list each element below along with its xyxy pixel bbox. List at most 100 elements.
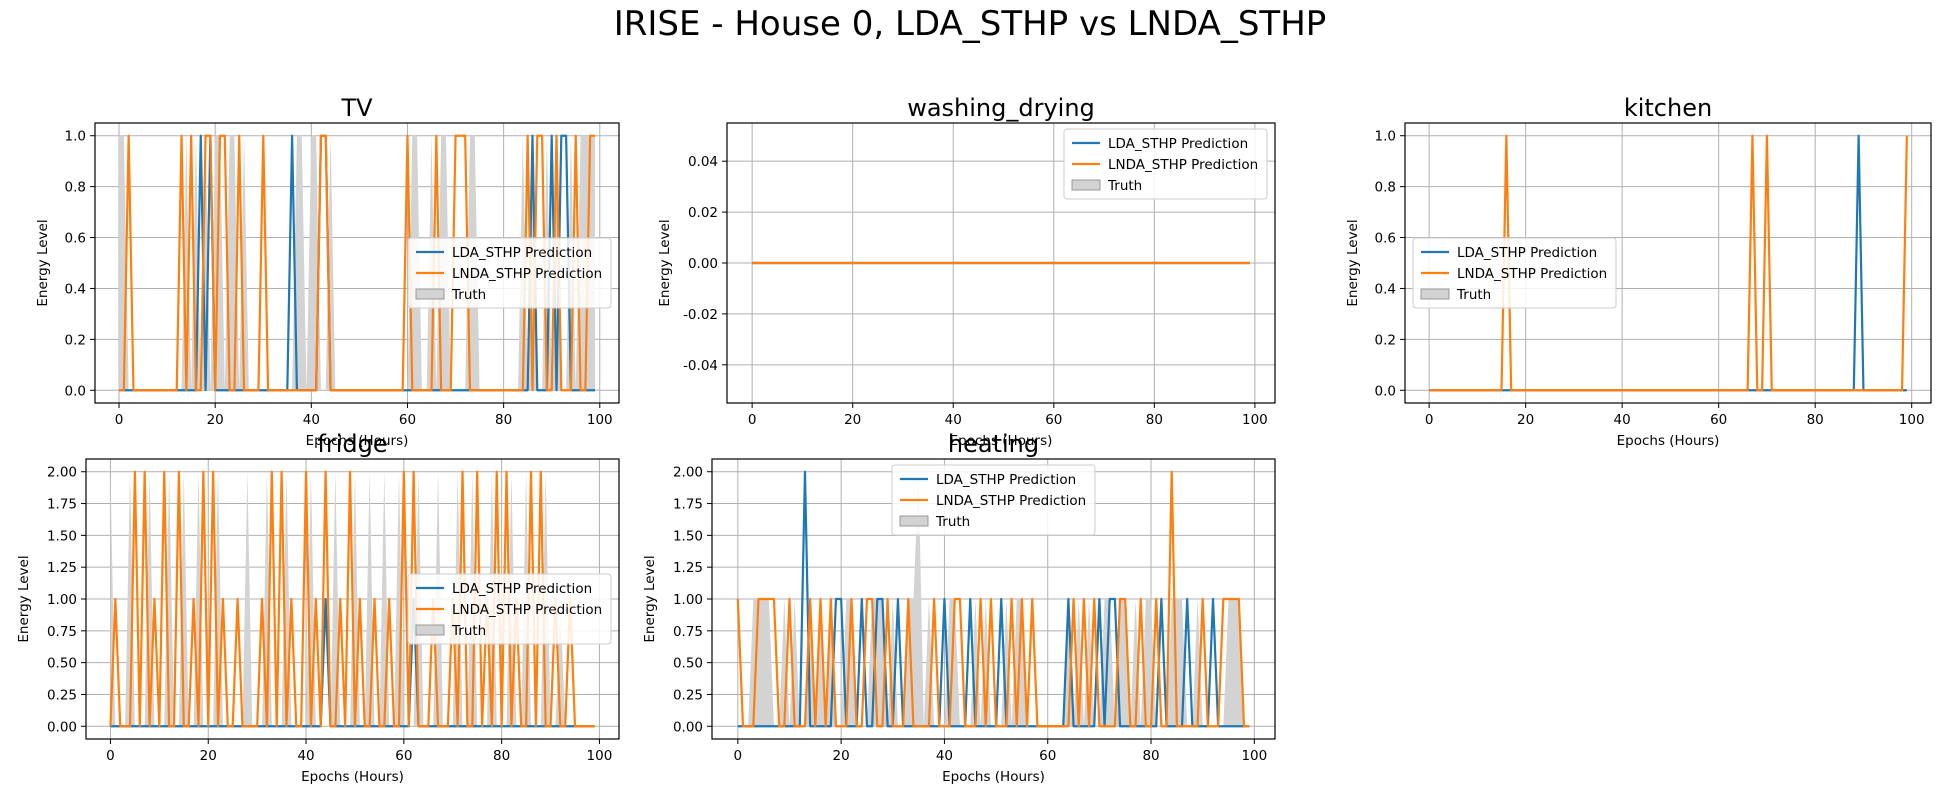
plot-area xyxy=(736,470,1250,728)
y-tick-label: 2.00 xyxy=(47,465,77,481)
y-axis-label: Energy Level xyxy=(657,219,673,306)
y-tick-label: 0.00 xyxy=(688,256,718,272)
y-tick-label: 0.75 xyxy=(673,624,703,640)
lnda-prediction-line xyxy=(109,470,595,728)
legend-label: LDA_STHP Prediction xyxy=(1108,136,1248,152)
y-tick-label: 0.04 xyxy=(688,154,718,170)
legend-label: LDA_STHP Prediction xyxy=(1457,245,1597,261)
legend-label: Truth xyxy=(1107,178,1142,194)
y-tick-label: 0.0 xyxy=(65,383,86,399)
x-tick-label: 100 xyxy=(1241,748,1267,764)
y-tick-label: 0.8 xyxy=(1375,180,1396,196)
x-tick-label: 0 xyxy=(734,748,743,764)
x-tick-label: 20 xyxy=(844,412,861,428)
x-tick-label: 80 xyxy=(1807,412,1824,428)
x-tick-label: 80 xyxy=(495,412,512,428)
y-tick-label: 0.2 xyxy=(65,332,86,348)
legend-swatch-truth xyxy=(415,288,445,300)
x-tick-label: 20 xyxy=(207,412,224,428)
legend-swatch-truth xyxy=(1420,288,1450,300)
y-tick-label: 0.75 xyxy=(47,624,77,640)
legend-label: Truth xyxy=(451,623,486,639)
subplot-title: heating xyxy=(948,430,1039,458)
x-axis-label: Epochs (Hours) xyxy=(1617,433,1720,449)
subplot-grid: 0 20 40 60 80 100 0.0 0.2 0.4 0.6 0.8 1.0 TV Epochs (… xyxy=(16,94,1932,785)
y-axis-label: Energy Level xyxy=(35,219,51,306)
subplot-fridge: 0 20 40 60 80 100 0.00 0.25 0.50 0.75 1.00 1.25 1.50… xyxy=(16,430,620,785)
subplot-heating: 0 20 40 60 80 100 0.00 0.25 0.50 0.75 1.00 1.25 1.50… xyxy=(642,430,1276,785)
y-tick-label: 0.4 xyxy=(65,281,86,297)
legend-label: LDA_STHP Prediction xyxy=(452,245,592,261)
y-tick-label: 1.00 xyxy=(673,592,703,608)
x-tick-label: 60 xyxy=(1045,412,1062,428)
legend-swatch-truth xyxy=(1071,179,1101,191)
y-tick-label: 0.2 xyxy=(1375,332,1396,348)
y-tick-label: 1.25 xyxy=(673,560,703,576)
x-tick-label: 20 xyxy=(1517,412,1534,428)
y-tick-label: 0.8 xyxy=(65,180,86,196)
lnda-prediction-line xyxy=(119,134,595,392)
y-tick-label: 1.0 xyxy=(65,129,86,145)
legend-label: LDA_STHP Prediction xyxy=(936,472,1076,488)
x-tick-label: 0 xyxy=(106,748,115,764)
legend: LDA_STHP Prediction LNDA_STHP Prediction T… xyxy=(1412,237,1617,309)
subplot-kitchen: 0 20 40 60 80 100 0.0 0.2 0.4 0.6 0.8 1.0 kitchen Epo… xyxy=(1345,94,1932,449)
legend-label: Truth xyxy=(451,287,486,303)
figure-title: IRISE - House 0, LDA_STHP vs LNDA_STHP xyxy=(614,4,1327,44)
x-tick-label: 0 xyxy=(1425,412,1434,428)
subplot-washing-drying: 0 20 40 60 80 100 -0.04 -0.02 0.00 0.02 0.04 washin… xyxy=(657,94,1276,449)
y-tick-label: 0.0 xyxy=(1375,383,1396,399)
y-tick-label: 1.25 xyxy=(47,560,77,576)
subplot-tv: 0 20 40 60 80 100 0.0 0.2 0.4 0.6 0.8 1.0 TV Epochs (… xyxy=(35,94,620,449)
subplot-title: washing_drying xyxy=(907,94,1095,122)
legend-box xyxy=(1412,237,1617,309)
legend-label: Truth xyxy=(935,514,970,530)
legend-label: LNDA_STHP Prediction xyxy=(936,493,1086,509)
subplot-title: fridge xyxy=(317,430,387,458)
legend-box xyxy=(1063,128,1268,200)
legend: LDA_STHP Prediction LNDA_STHP Prediction T… xyxy=(407,573,612,645)
legend-label: LDA_STHP Prediction xyxy=(452,581,592,597)
y-tick-label: 0.00 xyxy=(673,719,703,735)
legend-label: LNDA_STHP Prediction xyxy=(1108,157,1258,173)
y-tick-label: 0.6 xyxy=(65,231,86,247)
legend: LDA_STHP Prediction LNDA_STHP Prediction T… xyxy=(1063,128,1268,200)
y-tick-label: 1.75 xyxy=(47,497,77,513)
x-tick-label: 60 xyxy=(399,412,416,428)
x-tick-label: 100 xyxy=(1899,412,1925,428)
y-tick-label: 2.00 xyxy=(673,465,703,481)
y-axis-label: Energy Level xyxy=(1345,219,1361,306)
x-axis-label: Epochs (Hours) xyxy=(306,433,409,449)
legend-label: LNDA_STHP Prediction xyxy=(452,266,602,282)
y-tick-label: 1.00 xyxy=(47,592,77,608)
axes-frame xyxy=(1404,122,1932,404)
x-tick-label: 20 xyxy=(200,748,217,764)
x-tick-label: 60 xyxy=(1039,748,1056,764)
legend: LDA_STHP Prediction LNDA_STHP Prediction T… xyxy=(407,237,612,309)
legend-label: LNDA_STHP Prediction xyxy=(452,602,602,618)
legend-box xyxy=(891,464,1096,536)
truth-area xyxy=(119,135,595,391)
x-tick-label: 0 xyxy=(748,412,757,428)
x-axis-label: Epochs (Hours) xyxy=(301,769,404,785)
y-tick-label: 0.4 xyxy=(1375,281,1396,297)
lda-prediction-line xyxy=(737,470,1250,728)
y-tick-label: 1.0 xyxy=(1375,129,1396,145)
x-tick-label: 40 xyxy=(297,748,314,764)
y-tick-label: 0.00 xyxy=(47,719,77,735)
x-tick-label: 100 xyxy=(587,412,613,428)
subplot-title: TV xyxy=(340,94,373,122)
y-tick-label: 1.50 xyxy=(47,528,77,544)
y-tick-label: 0.50 xyxy=(673,656,703,672)
x-tick-label: 80 xyxy=(1142,748,1159,764)
x-tick-label: 20 xyxy=(833,748,850,764)
y-tick-label: 0.50 xyxy=(47,656,77,672)
legend-box xyxy=(407,573,612,645)
y-tick-label: 0.25 xyxy=(673,687,703,703)
y-tick-label: 0.02 xyxy=(688,205,718,221)
y-tick-label: -0.02 xyxy=(683,307,718,323)
x-tick-label: 0 xyxy=(115,412,124,428)
x-axis-label: Epochs (Hours) xyxy=(942,769,1045,785)
y-tick-label: -0.04 xyxy=(683,358,718,374)
